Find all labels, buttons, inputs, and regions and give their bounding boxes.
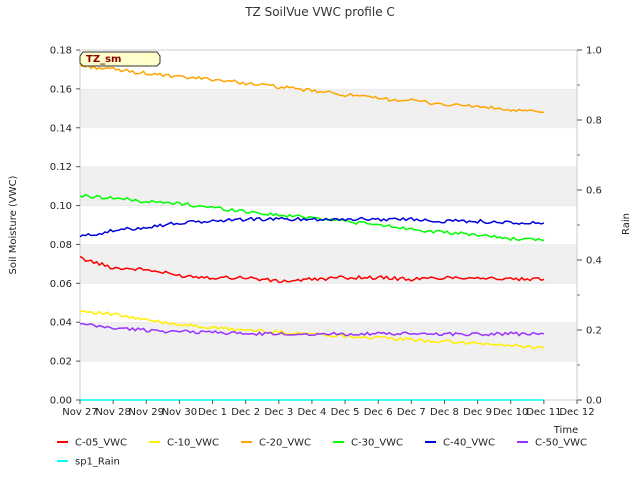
grid-band — [80, 50, 577, 89]
legend-label: C-40_VWC — [443, 438, 495, 449]
legend-label: C-30_VWC — [351, 438, 403, 449]
series-line-c-50-vwc — [79, 322, 545, 337]
legend-item: C-20_VWC — [241, 438, 311, 449]
y2-tick-label: 0.0 — [586, 396, 602, 407]
series-line-c-30-vwc — [79, 193, 545, 242]
legend-item: C-05_VWC — [57, 438, 127, 449]
y-tick-label: 0.06 — [50, 279, 72, 290]
legend-label: C-20_VWC — [259, 438, 311, 449]
y2-tick-label: 0.8 — [586, 116, 602, 127]
legend-label: C-50_VWC — [535, 438, 587, 449]
x-tick-label: Nov 29 — [129, 407, 164, 418]
grid-band — [80, 322, 577, 362]
legend-label: sp1_Rain — [75, 457, 120, 468]
grid-band — [80, 88, 577, 128]
y-axis-label: Soil Moisture (VWC) — [8, 175, 19, 274]
x-tick-label: Nov 30 — [162, 407, 197, 418]
y2-tick-label: 0.2 — [586, 326, 602, 337]
y-tick-label: 0.14 — [50, 123, 72, 134]
legend-item: sp1_Rain — [57, 457, 120, 468]
x-tick-label: Dec 9 — [463, 407, 492, 418]
legend: C-05_VWC C-10_VWC C-20_VWC C-30_VWC C-40_VWC… — [57, 438, 587, 468]
x-tick-label: Dec 4 — [297, 407, 326, 418]
series-line-c-40-vwc — [79, 216, 545, 238]
series-line-c-05-vwc — [79, 255, 545, 284]
y-tick-label: 0.04 — [50, 318, 72, 329]
series-line-c-20-vwc — [79, 64, 544, 113]
legend-item: C-10_VWC — [149, 438, 219, 449]
chart-title: TZ SoilVue VWC profile C — [244, 5, 395, 19]
y2-axis-ticks: 0.0 0.2 0.4 0.6 0.8 1.0 — [577, 46, 602, 407]
series-line-c-10-vwc — [79, 309, 544, 350]
y-tick-label: 0.16 — [50, 84, 72, 95]
series-layer — [79, 64, 545, 401]
x-axis-label: Time — [553, 425, 578, 436]
badge-box — [79, 51, 161, 67]
grid-band — [80, 244, 577, 284]
legend-item: C-40_VWC — [425, 438, 495, 449]
x-tick-label: Dec 6 — [364, 407, 393, 418]
y-tick-label: 0.12 — [50, 162, 72, 173]
grid-band — [80, 127, 577, 167]
y-tick-label: 0.18 — [50, 46, 72, 57]
grid-band — [80, 283, 577, 323]
legend-item: C-30_VWC — [333, 438, 403, 449]
y-tick-label: 0.08 — [50, 240, 72, 251]
grid-band — [80, 166, 577, 206]
x-tick-label: Nov 28 — [95, 407, 130, 418]
x-tick-label: Dec 10 — [493, 407, 528, 418]
y2-axis-label: Rain — [621, 213, 632, 235]
badge-label: TZ_sm — [86, 54, 121, 65]
x-tick-label: Dec 2 — [231, 407, 260, 418]
y-tick-label: 0.00 — [50, 396, 72, 407]
x-tick-label: Dec 12 — [559, 407, 594, 418]
y2-tick-label: 0.6 — [586, 186, 602, 197]
legend-label: C-05_VWC — [75, 438, 127, 449]
x-tick-label: Dec 7 — [397, 407, 426, 418]
x-tick-label: Dec 3 — [264, 407, 293, 418]
x-tick-label: Dec 11 — [526, 407, 561, 418]
legend-label: C-10_VWC — [167, 438, 219, 449]
legend-item: C-50_VWC — [517, 438, 587, 449]
grid-band — [80, 361, 577, 400]
x-tick-label: Dec 8 — [430, 407, 459, 418]
badge: TZ_sm — [79, 51, 161, 67]
y-tick-label: 0.02 — [50, 357, 72, 368]
y-tick-label: 0.10 — [50, 201, 72, 212]
x-tick-label: Dec 5 — [331, 407, 360, 418]
y-axis-ticks: 0.00 0.02 0.04 0.06 0.08 0.10 0.12 0.14 0.16 0.18 — [50, 46, 80, 407]
x-tick-label: Dec 1 — [198, 407, 227, 418]
x-tick-label: Nov 27 — [62, 407, 97, 418]
y2-tick-label: 1.0 — [586, 46, 602, 57]
grid-band — [80, 205, 577, 245]
y2-tick-label: 0.4 — [586, 256, 602, 267]
